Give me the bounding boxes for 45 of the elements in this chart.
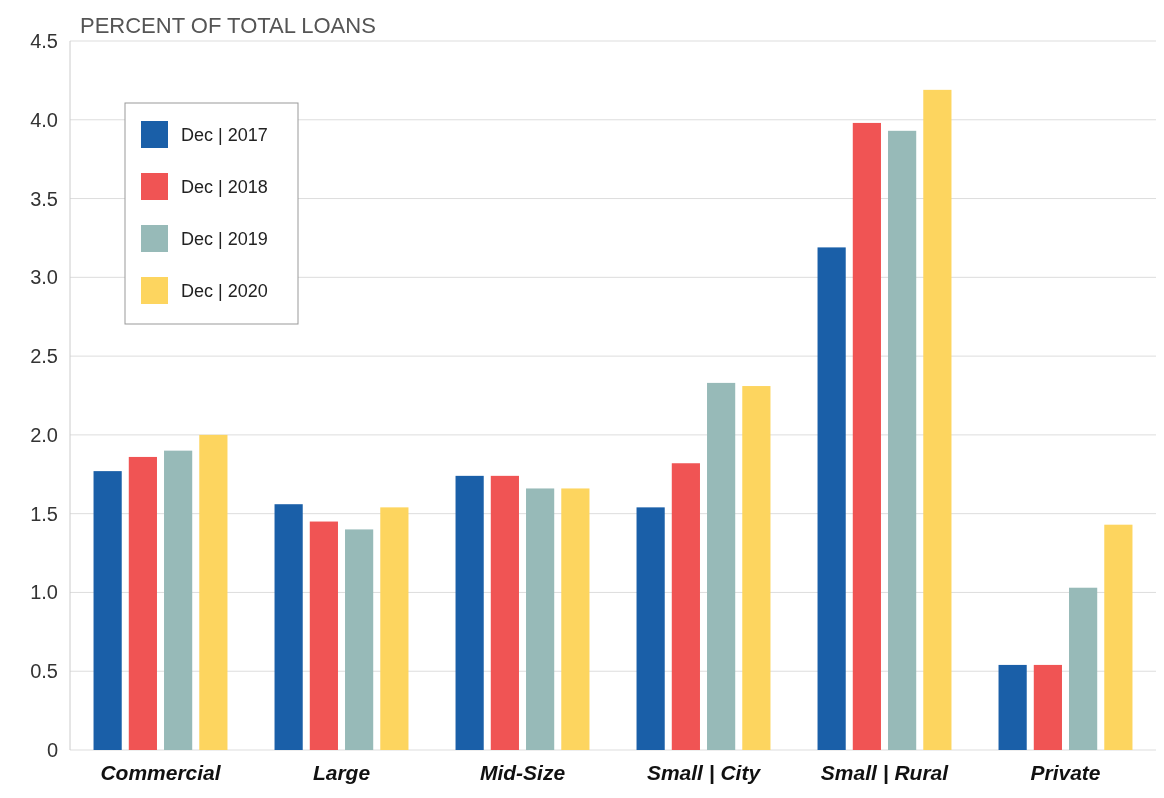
y-tick-label: 4.5: [30, 30, 58, 52]
bar: [199, 434, 228, 750]
bar: [490, 475, 519, 750]
y-tick-label: 2.5: [30, 345, 58, 368]
y-tick-label: 3.0: [30, 266, 58, 289]
y-tick-label: 0: [46, 739, 58, 761]
bar: [274, 504, 303, 750]
bar: [128, 456, 157, 750]
legend-label: Dec | 2020: [181, 281, 268, 302]
bar: [526, 488, 555, 750]
x-tick-label: Small | Rural: [820, 761, 950, 784]
legend-label: Dec | 2019: [181, 229, 268, 250]
y-tick-label: 3.5: [30, 187, 58, 210]
bar: [1033, 664, 1062, 750]
bar: [93, 471, 122, 750]
bar: [923, 89, 952, 750]
bar: [1104, 524, 1133, 750]
legend-label: Dec | 2018: [181, 177, 268, 198]
y-tick-label: 1.0: [30, 581, 58, 604]
bar: [309, 521, 338, 750]
y-tick-label: 0.5: [30, 660, 58, 683]
x-tick-label: Private: [1030, 761, 1101, 784]
y-tick-label: 2.0: [30, 423, 58, 446]
bar: [998, 664, 1027, 750]
bar: [455, 475, 484, 750]
x-tick-label: Large: [312, 761, 371, 784]
bar: [164, 450, 193, 750]
bar: [345, 529, 374, 750]
y-tick-label: 4.0: [30, 108, 58, 131]
bar: [561, 488, 590, 750]
x-tick-label: Commercial: [100, 761, 222, 784]
legend-label: Dec | 2017: [181, 125, 268, 146]
x-tick-label: Small | City: [646, 761, 762, 784]
x-tick-label: Mid-Size: [479, 761, 566, 784]
bar: [1069, 587, 1098, 750]
bar: [380, 507, 409, 750]
y-axis-title: PERCENT OF TOTAL LOANS: [80, 13, 376, 38]
bar: [707, 382, 736, 750]
bar: [888, 130, 917, 750]
bar: [817, 247, 846, 750]
bar: [742, 386, 771, 750]
bar: [852, 122, 881, 750]
bar: [671, 463, 700, 750]
y-tick-label: 1.5: [30, 502, 58, 525]
bar: [636, 507, 665, 750]
